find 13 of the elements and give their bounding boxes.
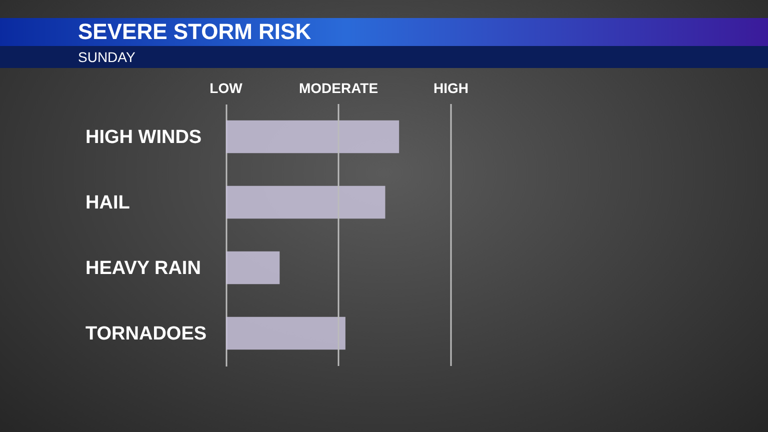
y-tick-label: TORNADOES	[86, 323, 207, 344]
bar	[226, 316, 346, 350]
bar	[226, 186, 386, 219]
y-tick-label: HEAVY RAIN	[86, 258, 201, 279]
y-tick-label: HIGH WINDS	[86, 126, 202, 148]
chart-title: SEVERE STORM RISK	[0, 18, 768, 46]
y-tick-label: HAIL	[86, 192, 130, 214]
text: LOW	[210, 80, 244, 96]
bar	[226, 251, 280, 284]
ref-line-label: MODERATE	[298, 80, 378, 96]
bar	[226, 120, 400, 154]
text: SUNDAY	[0, 46, 768, 68]
ref-line-label: HIGH	[434, 80, 468, 96]
